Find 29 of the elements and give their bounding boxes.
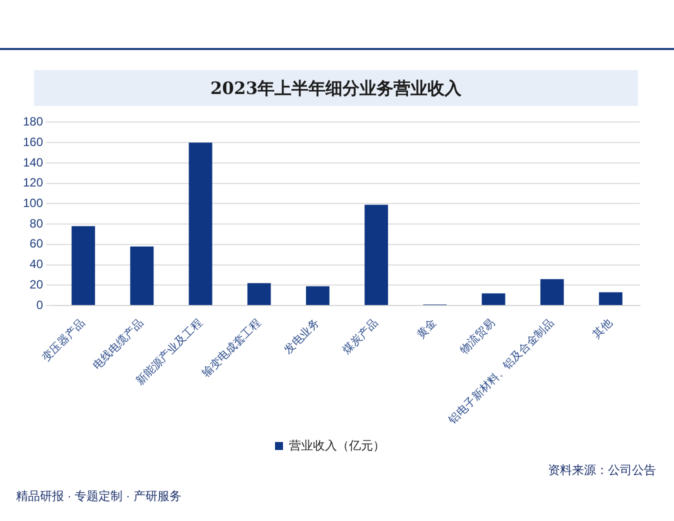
x-tick-label: 煤炭产品 <box>340 316 380 356</box>
y-tick-label: 20 <box>30 277 44 292</box>
x-tick-label: 黄金 <box>414 316 440 341</box>
bar <box>540 279 564 306</box>
x-tick-label: 发电业务 <box>282 316 322 356</box>
x-tick-label: 物流贸易 <box>457 316 498 356</box>
bar <box>188 142 212 306</box>
bar <box>247 283 271 306</box>
y-tick-label: 180 <box>22 114 44 129</box>
y-tick-label: 80 <box>30 216 44 230</box>
x-tick-label: 其他 <box>590 316 615 341</box>
bar <box>598 292 622 306</box>
x-tick-label: 变压器产品 <box>39 316 88 364</box>
y-tick-label: 60 <box>30 236 44 251</box>
chart-title: 2023年上半年细分业务营业收入 <box>34 70 638 106</box>
bar <box>72 226 96 306</box>
y-tick-label: 40 <box>30 257 44 272</box>
y-tick-label: 0 <box>36 298 44 312</box>
y-tick-label: 160 <box>22 134 44 149</box>
bar <box>130 246 154 306</box>
bar <box>482 293 506 306</box>
y-tick-label: 140 <box>22 155 44 170</box>
y-tick-label: 100 <box>22 196 44 210</box>
text: 精品研报 · 专题定制 · 产研服务 <box>16 488 182 505</box>
legend-label: 营业收入（亿元） <box>289 438 385 452</box>
text: 资料来源：公司公告 <box>548 462 656 479</box>
y-tick-label: 120 <box>22 176 44 190</box>
bar <box>306 286 330 306</box>
bar <box>364 204 388 306</box>
